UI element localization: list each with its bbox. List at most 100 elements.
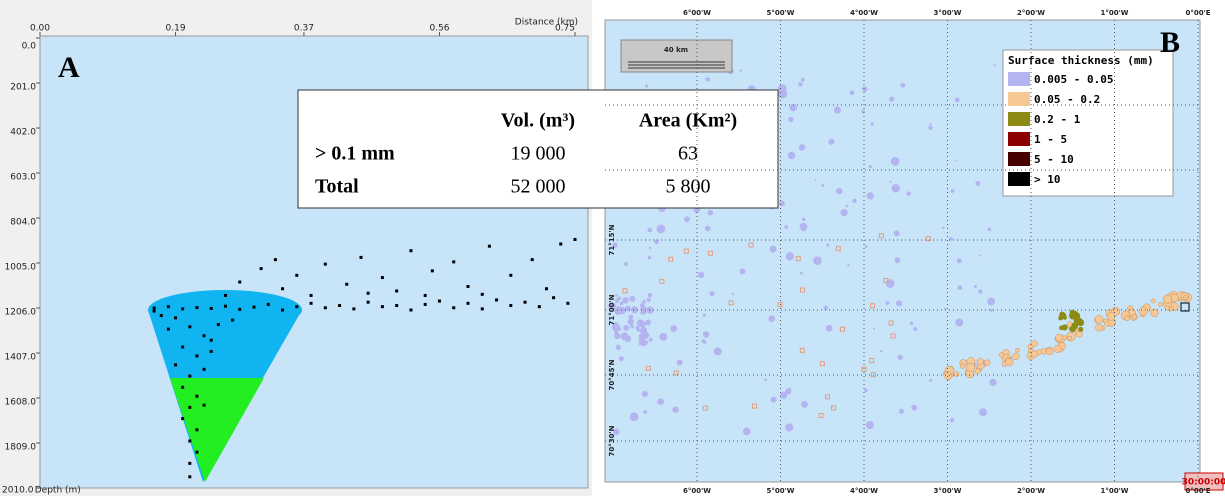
particle — [359, 255, 363, 259]
patch — [643, 410, 648, 414]
patch — [975, 180, 981, 187]
patch — [1015, 347, 1020, 353]
particle — [195, 354, 199, 358]
patch — [978, 254, 981, 257]
patch — [779, 200, 785, 207]
particle — [323, 306, 327, 310]
patch — [672, 406, 679, 413]
patch — [657, 398, 665, 405]
patch — [704, 225, 711, 232]
lat-label: 71°15'N — [608, 224, 616, 255]
patch — [821, 184, 825, 188]
particle — [152, 306, 156, 310]
patch — [885, 300, 890, 305]
particle — [252, 305, 256, 309]
legend-swatch — [1008, 112, 1030, 126]
patch — [833, 106, 841, 114]
patch — [637, 323, 642, 327]
patch — [801, 401, 808, 408]
patch — [1005, 357, 1014, 366]
scale-box — [620, 39, 733, 73]
particle — [281, 308, 285, 312]
patch — [871, 372, 877, 378]
patch — [702, 331, 710, 338]
patch — [644, 84, 649, 88]
patch — [764, 378, 767, 381]
patch — [623, 324, 630, 331]
patch — [987, 297, 996, 306]
patch — [635, 325, 640, 330]
patch — [839, 326, 845, 332]
patch — [709, 291, 715, 297]
patch — [698, 271, 705, 279]
y-tick-label: 603.0 — [10, 173, 36, 183]
patch — [894, 257, 901, 264]
patch — [707, 209, 714, 216]
particle — [423, 293, 427, 297]
patch — [989, 378, 997, 387]
patch — [1150, 308, 1159, 318]
patch — [1059, 312, 1067, 320]
patch — [638, 342, 642, 346]
patch — [864, 245, 868, 249]
patch — [929, 122, 932, 126]
lon-label: 1°00'W — [1101, 9, 1129, 17]
particle — [452, 306, 456, 310]
patch — [900, 82, 906, 88]
patch — [702, 405, 708, 411]
legend-label: 0.05 - 0.2 — [1034, 93, 1100, 106]
particle — [537, 305, 541, 309]
patch — [831, 405, 837, 411]
patch — [949, 417, 955, 423]
patch — [861, 366, 867, 372]
patch — [1157, 302, 1163, 307]
lon-label: 6°00'W — [683, 487, 711, 495]
particle — [188, 405, 192, 409]
patch — [1073, 317, 1080, 325]
row-header: Total — [315, 176, 359, 198]
patch — [883, 277, 889, 283]
patch — [801, 217, 806, 222]
patch — [751, 403, 757, 409]
lon-label: 4°00'W — [850, 487, 878, 495]
lon-label: 3°00'W — [934, 9, 962, 17]
y-tick-label: 2010.0 — [2, 486, 34, 496]
y-tick-label: 1407.0 — [5, 353, 37, 363]
lon-label: 2°00'W — [1017, 9, 1045, 17]
patch — [1045, 347, 1054, 356]
patch — [789, 103, 798, 112]
lon-label: 2°00'W — [1017, 487, 1045, 495]
patch — [928, 125, 933, 130]
particle — [423, 302, 427, 306]
patch — [813, 256, 822, 265]
patch — [823, 305, 829, 311]
patch — [647, 292, 653, 298]
patch — [889, 180, 892, 183]
patch — [893, 230, 900, 237]
legend-label: > 10 — [1034, 173, 1061, 186]
particle — [380, 305, 384, 309]
particle — [395, 304, 399, 308]
patch — [785, 252, 794, 261]
patch — [800, 77, 805, 82]
patch — [614, 332, 621, 340]
particle — [430, 269, 434, 273]
patch — [966, 362, 976, 372]
patch — [676, 359, 683, 366]
patch — [799, 347, 805, 353]
patch — [925, 236, 931, 242]
particle — [295, 273, 299, 277]
patch — [1183, 295, 1188, 301]
patch — [949, 237, 953, 241]
patch — [1062, 335, 1067, 341]
particle — [202, 403, 206, 407]
patch — [891, 184, 901, 193]
patch — [1128, 308, 1136, 316]
patch — [629, 412, 639, 422]
patch — [976, 357, 984, 365]
patch — [788, 116, 794, 123]
particle — [559, 242, 563, 246]
patch — [614, 298, 619, 303]
patch — [638, 337, 646, 344]
patch — [1095, 315, 1104, 324]
